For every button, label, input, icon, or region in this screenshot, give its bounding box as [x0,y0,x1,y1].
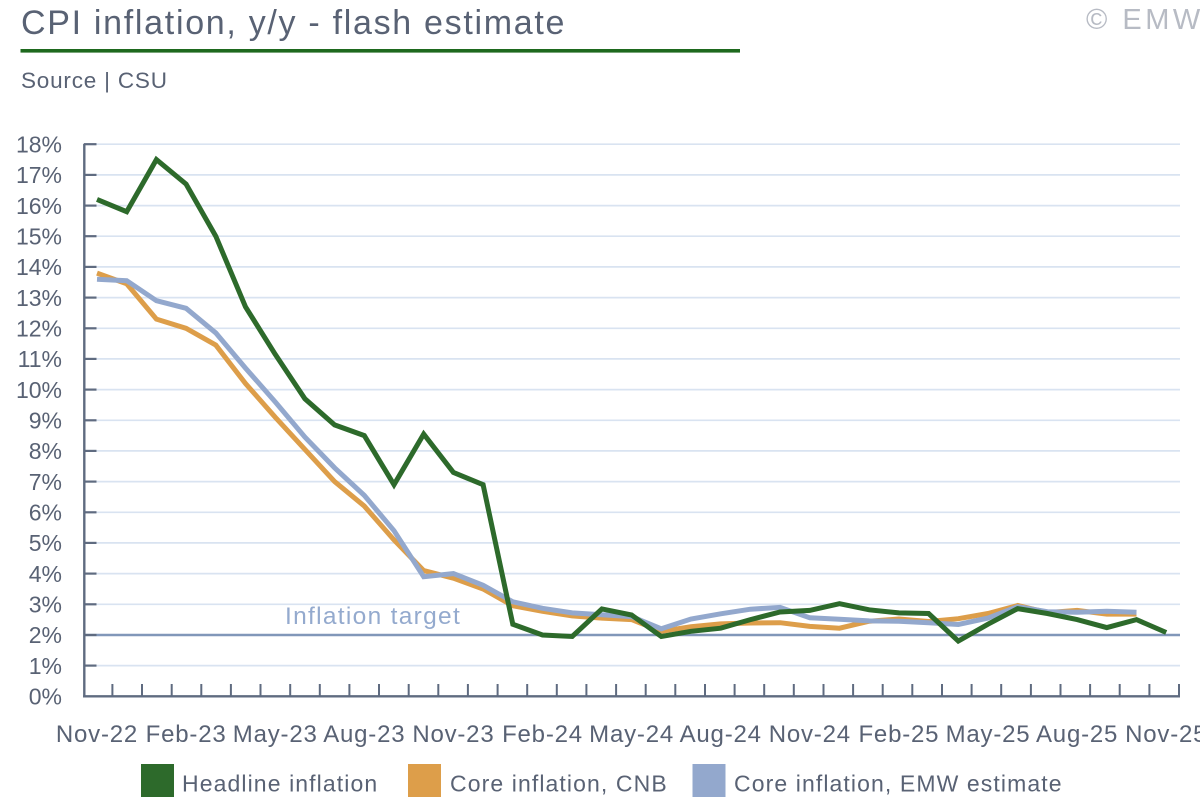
svg-text:15%: 15% [16,223,62,249]
svg-text:1%: 1% [29,653,62,679]
svg-text:Aug-25: Aug-25 [1036,721,1118,748]
svg-text:Nov-23: Nov-23 [412,721,494,748]
svg-text:Feb-25: Feb-25 [858,721,939,748]
svg-text:May-23: May-23 [233,721,318,748]
svg-text:0%: 0% [29,684,62,710]
svg-text:Core inflation, EMW estimate: Core inflation, EMW estimate [734,771,1063,797]
svg-text:CPI inflation, y/y - flash est: CPI inflation, y/y - flash estimate [21,4,566,42]
svg-text:Inflation target: Inflation target [285,603,461,630]
svg-text:10%: 10% [16,377,62,403]
svg-text:11%: 11% [18,346,62,372]
svg-text:8%: 8% [29,438,62,464]
svg-text:5%: 5% [29,530,62,556]
svg-text:Headline inflation: Headline inflation [182,771,378,797]
svg-text:7%: 7% [29,469,62,495]
svg-text:17%: 17% [16,162,62,188]
svg-text:2%: 2% [29,622,62,648]
svg-text:Nov-24: Nov-24 [769,721,851,748]
svg-text:4%: 4% [29,561,62,587]
svg-text:Nov-22: Nov-22 [56,721,138,748]
svg-text:© EMW: © EMW [1086,4,1200,36]
svg-text:Aug-23: Aug-23 [323,721,405,748]
svg-text:Core inflation, CNB: Core inflation, CNB [450,771,668,797]
svg-text:Nov-25: Nov-25 [1125,721,1200,748]
svg-text:Feb-24: Feb-24 [502,721,583,748]
svg-text:18%: 18% [16,131,62,157]
svg-text:May-24: May-24 [589,721,674,748]
svg-text:Aug-24: Aug-24 [680,721,762,748]
svg-text:May-25: May-25 [946,721,1031,748]
svg-text:6%: 6% [29,500,62,526]
svg-text:14%: 14% [16,254,62,280]
svg-text:9%: 9% [29,408,62,434]
svg-text:Source | CSU: Source | CSU [21,68,168,93]
svg-text:Feb-23: Feb-23 [146,721,227,748]
svg-text:16%: 16% [16,193,62,219]
svg-text:12%: 12% [16,316,62,342]
svg-text:13%: 13% [16,285,62,311]
svg-text:3%: 3% [29,592,62,618]
